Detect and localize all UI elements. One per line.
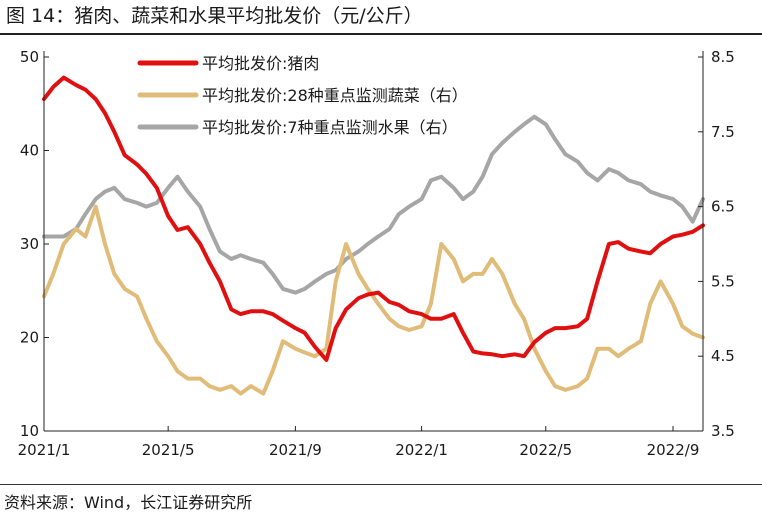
y-right-tick-label: 8.5 (711, 48, 735, 66)
y-right-tick-label: 3.5 (711, 422, 735, 440)
y-right-tick-label: 7.5 (711, 123, 735, 141)
x-tick-label: 2021/9 (269, 441, 322, 459)
x-tick-label: 2021/1 (18, 441, 71, 459)
source-divider (0, 484, 762, 485)
x-tick-label: 2022/5 (519, 441, 572, 459)
title-divider (0, 33, 762, 35)
y-left-tick-label: 30 (20, 235, 39, 253)
series-line-1 (42, 75, 705, 362)
y-left-tick-label: 40 (20, 142, 39, 160)
figure-title: 图 14：猪肉、蔬菜和水果平均批发价（元/公斤） (6, 5, 423, 27)
series-line-2 (42, 204, 705, 396)
legend-label: 平均批发价:28种重点监测蔬菜（右） (202, 86, 468, 105)
y-right-tick-label: 4.5 (711, 347, 735, 365)
series-layer (42, 75, 705, 396)
legend-label: 平均批发价:7种重点监测水果（右） (202, 118, 458, 137)
y-left-tick-label: 50 (20, 48, 39, 66)
y-right-tick-label: 6.5 (711, 198, 735, 216)
y-right-tick-label: 5.5 (711, 272, 735, 290)
y-left-tick-label: 10 (20, 422, 39, 440)
x-tick-label: 2022/1 (395, 441, 448, 459)
y-left-tick-label: 20 (20, 329, 39, 347)
x-tick-label: 2021/5 (142, 441, 195, 459)
line-chart: 10 20 30 40 50 3.5 4.5 5.5 6.5 7.5 8.5 2021/1 2021/5… (18, 48, 735, 459)
series-line-3 (42, 114, 705, 295)
axes-layer: 10 20 30 40 50 3.5 4.5 5.5 6.5 7.5 8.5 2021/1 2021/5… (18, 48, 735, 459)
x-tick-label: 2022/9 (647, 441, 700, 459)
source-note: 资料来源：Wind，长江证券研究所 (4, 493, 253, 512)
legend-label: 平均批发价:猪肉 (202, 54, 319, 73)
